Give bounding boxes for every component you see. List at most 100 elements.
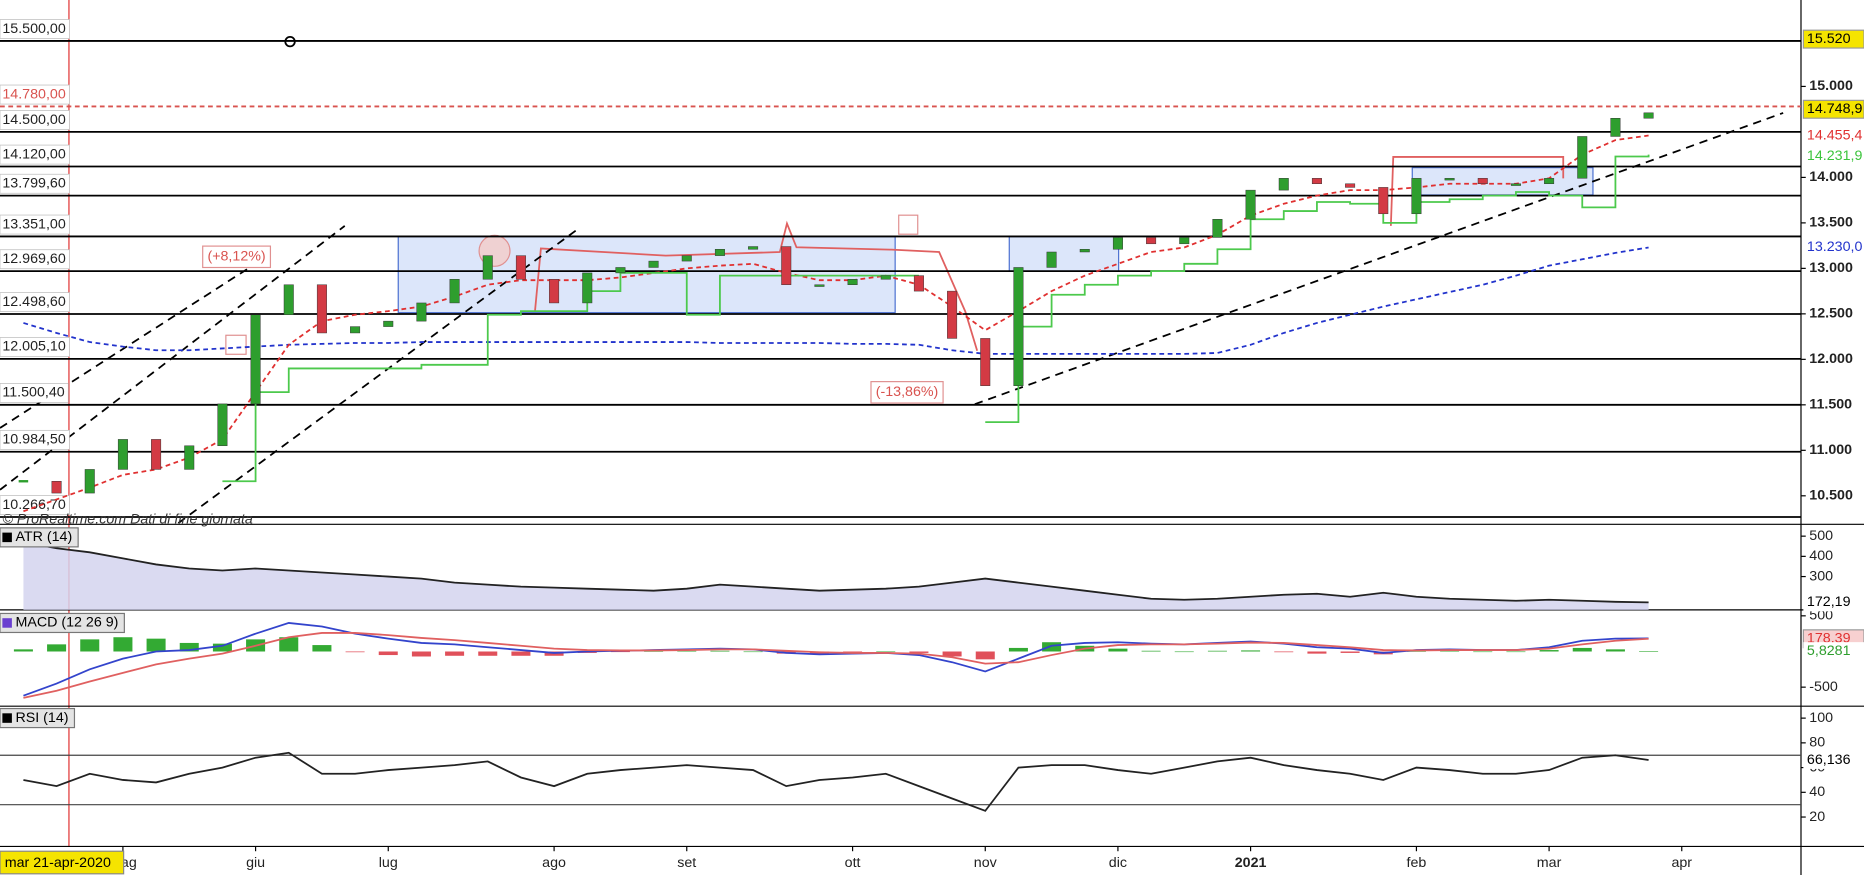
annotation-box xyxy=(870,381,944,404)
candle xyxy=(1577,136,1588,179)
annotation: (-13,86%) xyxy=(876,384,939,400)
panel-title-bg xyxy=(0,707,76,729)
candle xyxy=(383,320,394,327)
histogram-bar xyxy=(411,651,431,657)
level-label: 13.351,00 xyxy=(2,216,65,232)
x-tick-label: apr xyxy=(1671,855,1692,871)
histogram-bar xyxy=(843,651,863,653)
level-label-bg xyxy=(0,144,70,165)
candle xyxy=(549,279,560,304)
candle xyxy=(84,469,95,494)
x-tick-label: 2021 xyxy=(1235,855,1267,871)
level-label-bg xyxy=(0,19,70,39)
x-tick-label: dic xyxy=(1109,855,1127,871)
histogram-bar xyxy=(511,651,531,656)
candle xyxy=(449,279,460,304)
y-tick-label: 500 xyxy=(1809,528,1833,544)
candle xyxy=(781,246,792,285)
y-tick-label: 11.000 xyxy=(1809,442,1852,458)
candle xyxy=(482,255,493,280)
y-tick-label: 80 xyxy=(1809,735,1825,751)
candle xyxy=(1510,183,1521,186)
histogram-bar xyxy=(13,649,33,652)
histogram-bar xyxy=(1506,651,1526,653)
histogram-bar xyxy=(677,650,697,652)
panel-title-icon xyxy=(2,618,12,628)
histogram-bar xyxy=(876,651,896,653)
value-badge xyxy=(1803,238,1864,257)
y-tick-label: 13.000 xyxy=(1809,260,1853,276)
histogram-bar xyxy=(1605,649,1625,652)
candle xyxy=(250,314,261,405)
candle xyxy=(913,275,924,292)
level-label-bg xyxy=(0,429,70,450)
candle xyxy=(980,338,991,386)
candle xyxy=(1477,178,1488,185)
histogram-bar xyxy=(445,651,465,656)
candle xyxy=(283,284,294,316)
value-badge-label: 14.231,9 xyxy=(1807,148,1863,164)
annotation-box xyxy=(202,245,272,269)
level-label: 14.500,00 xyxy=(2,112,65,128)
series-line xyxy=(23,134,1649,513)
series-line xyxy=(23,632,1649,699)
candle xyxy=(1245,189,1256,220)
value-badge xyxy=(1803,751,1864,769)
x-tick-label: nov xyxy=(974,855,998,871)
candle xyxy=(847,279,858,285)
series-line xyxy=(23,541,1649,604)
y-tick-label: 14.000 xyxy=(1809,169,1853,185)
value-badge xyxy=(1802,99,1864,119)
candle xyxy=(350,326,361,334)
histogram-bar xyxy=(312,645,332,652)
histogram-bar xyxy=(1108,648,1128,652)
candle xyxy=(1013,267,1024,386)
level-label-bg xyxy=(0,173,70,194)
x-tick-label: ott xyxy=(845,855,861,871)
histogram-bar xyxy=(1307,651,1327,654)
crosshair-date: mar 21-apr-2020 xyxy=(5,855,111,871)
panel-title: RSI (14) xyxy=(15,710,68,726)
level-label: 12.498,60 xyxy=(2,294,65,310)
series-line xyxy=(23,246,1649,355)
level-label-bg xyxy=(0,383,69,403)
value-badge-label: 172,19 xyxy=(1807,594,1851,610)
histogram-bar xyxy=(1440,650,1460,652)
y-tick-label: 10.500 xyxy=(1809,488,1853,504)
y-tick-label: 12.500 xyxy=(1809,306,1853,322)
candle xyxy=(217,403,228,447)
candle xyxy=(1278,178,1289,191)
candle xyxy=(681,255,692,262)
panel-title-bg xyxy=(0,612,125,634)
series-line xyxy=(23,751,1649,812)
level-label-bg xyxy=(0,292,70,312)
histogram-bar xyxy=(1042,642,1062,652)
candle xyxy=(880,275,891,280)
histogram-bar xyxy=(1274,651,1294,653)
candle xyxy=(316,284,327,334)
histogram-bar xyxy=(1207,650,1227,652)
candle xyxy=(117,439,128,470)
candle xyxy=(1179,237,1190,245)
histogram-bar xyxy=(909,651,929,653)
value-badge-label: 13.230,0 xyxy=(1807,239,1863,255)
watermark: © ProRealtime.com Dati di fine giornata xyxy=(2,511,253,527)
level-label-bg xyxy=(0,495,70,516)
y-tick-label: 300 xyxy=(1809,568,1833,584)
y-tick-label: 12.000 xyxy=(1809,351,1853,367)
candle xyxy=(814,284,825,287)
histogram-bar xyxy=(743,651,763,653)
trend-line xyxy=(974,112,1784,406)
level-label: 13.799,60 xyxy=(2,176,65,192)
y-tick-label: 500 xyxy=(1809,608,1833,624)
histogram-bar xyxy=(1539,650,1559,652)
histogram-bar xyxy=(80,639,100,652)
y-tick-label: 400 xyxy=(1809,548,1833,564)
x-tick-label: ago xyxy=(542,855,566,871)
level-label: 14.120,00 xyxy=(2,146,65,162)
panel-title: MACD (12 26 9) xyxy=(15,615,118,631)
panel-title-icon xyxy=(2,713,12,723)
candle xyxy=(582,272,593,304)
candle xyxy=(1046,251,1057,268)
candle xyxy=(184,445,195,470)
